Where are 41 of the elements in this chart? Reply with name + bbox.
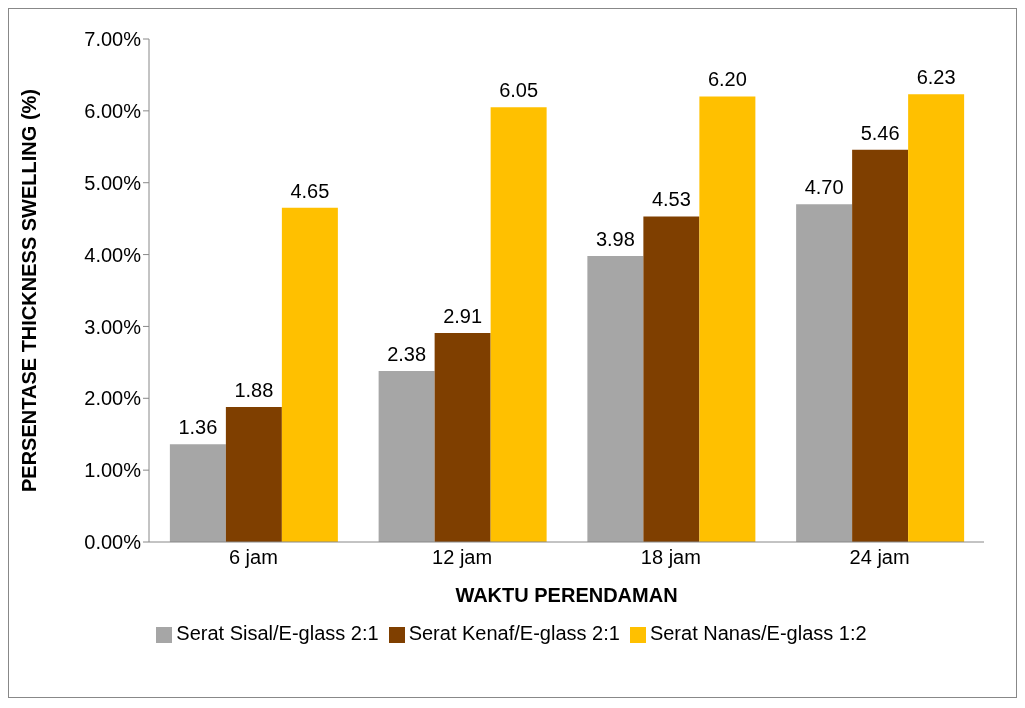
bar	[281, 207, 338, 542]
bar	[434, 332, 491, 542]
data-label: 4.65	[290, 179, 330, 202]
y-tick-label: 1.00%	[84, 459, 142, 482]
x-tick-label: 6 jam	[228, 546, 278, 569]
x-tick-label: 12 jam	[432, 546, 493, 569]
bar	[796, 204, 853, 542]
data-label: 4.70	[804, 176, 844, 199]
x-tick-label: 18 jam	[640, 546, 701, 569]
bar	[225, 406, 282, 542]
bar	[908, 94, 965, 542]
bar	[490, 107, 547, 542]
y-tick-label: 2.00%	[84, 387, 142, 410]
y-tick-label: 5.00%	[84, 171, 142, 194]
bar	[643, 216, 700, 542]
data-label: 2.38	[387, 342, 427, 365]
legend-label: Serat Nanas/E-glass 1:2	[649, 622, 867, 644]
data-label: 6.20	[707, 68, 747, 91]
bar	[699, 96, 756, 542]
x-axis-title: WAKTU PERENDAMAN	[455, 584, 678, 606]
data-label: 5.46	[860, 121, 900, 144]
data-label: 6.23	[916, 66, 956, 89]
data-label: 1.36	[178, 416, 218, 439]
data-label: 4.53	[651, 188, 691, 211]
data-label: 2.91	[443, 304, 483, 327]
bar	[587, 256, 644, 542]
y-tick-label: 3.00%	[84, 315, 142, 338]
y-tick-label: 4.00%	[84, 243, 142, 266]
bar	[169, 444, 226, 542]
data-label: 1.88	[234, 378, 274, 401]
legend-label: Serat Sisal/E-glass 2:1	[176, 622, 379, 644]
y-axis-title: PERSENTASE THICKNESS SWELLING (%)	[18, 89, 41, 492]
y-tick-label: 0.00%	[84, 531, 142, 554]
bar	[852, 149, 909, 542]
bar	[378, 370, 435, 542]
y-tick-label: 6.00%	[84, 99, 142, 122]
data-label: 3.98	[595, 228, 635, 251]
legend-label: Serat Kenaf/E-glass 2:1	[408, 622, 620, 644]
data-label: 6.05	[499, 79, 539, 102]
x-tick-label: 24 jam	[849, 546, 910, 569]
y-tick-label: 7.00%	[84, 28, 142, 51]
